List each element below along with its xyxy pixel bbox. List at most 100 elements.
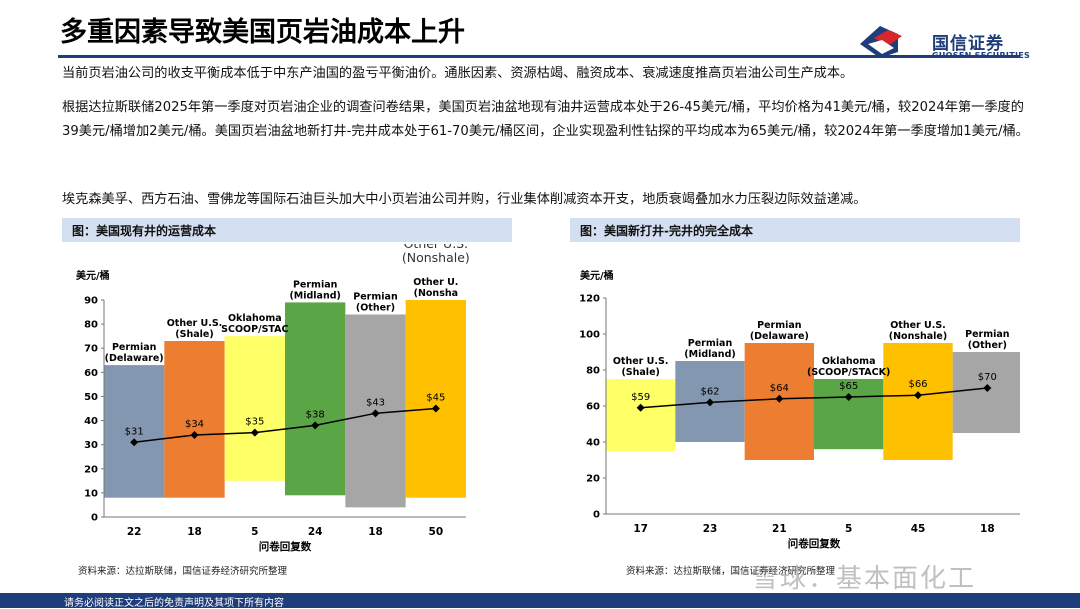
average-point	[311, 421, 320, 430]
category-label-line: (Nonshale)	[889, 331, 947, 342]
data-label: $59	[631, 392, 650, 403]
y-tick-label: 60	[84, 368, 98, 379]
y-tick-label: 10	[84, 488, 98, 499]
x-axis-label: 问卷回复数	[259, 540, 312, 553]
average-point	[914, 391, 922, 400]
title-divider	[58, 55, 1020, 58]
category-label: Permian (Delaware)	[750, 320, 809, 342]
x-tick-label: 18	[368, 526, 383, 538]
category-label-line: (Delaware)	[750, 331, 809, 342]
source-note: 资料来源：达拉斯联储，国信证券经济研究所整理	[78, 566, 288, 577]
paragraph-3: 埃克森美孚、西方石油、雪佛龙等国际石油巨头加大中小页岩油公司并购，行业集体削减资…	[62, 192, 867, 207]
category-label: Other U.S. (Shale)	[613, 356, 669, 378]
data-label: $65	[839, 381, 858, 392]
y-tick-label: 20	[84, 464, 98, 475]
category-label-line: Permian	[353, 291, 398, 302]
category-label-line: SCOOP/STAC	[221, 324, 288, 335]
x-tick-label: 21	[772, 523, 787, 535]
category-label-line: Oklahoma	[228, 313, 282, 324]
average-point	[190, 431, 199, 440]
y-axis-label: 美元/桶	[580, 269, 614, 282]
category-label-line: Permian	[688, 338, 733, 349]
category-label-line: (Delaware)	[105, 353, 164, 364]
category-label: Permian (Midland)	[684, 338, 735, 360]
x-axis-label: 问卷回复数	[788, 537, 841, 550]
data-label: $70	[978, 372, 997, 383]
y-tick-label: 0	[593, 510, 600, 521]
average-point	[844, 393, 853, 401]
data-label: $34	[185, 419, 204, 430]
category-label: Oklahoma (SCOOP/STACK)	[807, 356, 890, 378]
category-label-line: Other U.S.	[890, 320, 946, 331]
average-cost-line	[134, 407, 436, 444]
category-label-line: Other U.S.	[613, 356, 669, 367]
chart-existing-wells: 图：美国现有井的运营成本 美元/桶 0 10 20 30 40 50 60 70 80 90 Perm…	[62, 218, 512, 586]
category-label: Permian (Other)	[965, 329, 1010, 351]
y-tick-label: 40	[84, 416, 98, 427]
logo-emblem-highlight-icon	[868, 40, 894, 54]
average-point	[775, 394, 784, 403]
category-label-line: (Midland)	[684, 349, 735, 360]
average-point	[130, 438, 139, 447]
y-tick-label: 20	[586, 474, 600, 485]
y-tick-label: 120	[579, 294, 600, 305]
category-label: Other U.S. (Shale)	[167, 318, 223, 340]
range-bar	[952, 352, 1020, 433]
y-tick-label: 60	[586, 402, 600, 413]
logo	[860, 26, 902, 58]
category-label-line: Permian	[965, 329, 1010, 340]
overlay-category-label: Other U.S.(Nonshale)	[402, 244, 470, 265]
data-label: $64	[770, 383, 789, 394]
chart-new-wells: 图：美国新打井-完井的完全成本 美元/桶 0 20 40 60 80 100 120 Other…	[570, 218, 1020, 586]
x-tick-label: 24	[308, 526, 323, 538]
category-label-line: Permian	[112, 342, 157, 353]
source-note: 资料来源：达拉斯联储，国信证券经济研究所整理	[626, 566, 836, 577]
x-tick-label: 18	[187, 526, 202, 538]
x-tick-label: 23	[703, 523, 718, 535]
average-point	[983, 384, 992, 392]
category-label: Oklahoma SCOOP/STAC	[221, 313, 288, 335]
footer-bar: 请务必阅读正文之后的免责声明及其项下所有内容	[0, 593, 1080, 609]
footer-disclaimer: 请务必阅读正文之后的免责声明及其项下所有内容	[64, 598, 284, 609]
category-label-line: (Shale)	[621, 367, 659, 378]
logo-text: 国信证券	[932, 34, 1004, 54]
data-label: $62	[700, 386, 719, 397]
category-label: Permian (Other)	[353, 291, 398, 313]
average-point	[371, 409, 380, 418]
paragraph-1: 当前页岩油公司的收支平衡成本低于中东产油国的盈亏平衡油价。通胀因素、资源枯竭、融…	[62, 66, 854, 81]
category-label: Permian (Midland)	[289, 279, 340, 301]
category-label: Other U. (Nonsha	[413, 277, 458, 299]
data-label: $66	[908, 379, 927, 390]
x-tick-label: 5	[251, 526, 258, 538]
category-label-line: (Midland)	[289, 290, 340, 301]
category-label-line: Other U.S.	[167, 318, 223, 329]
data-label: $35	[245, 417, 264, 428]
page-title: 多重因素导致美国页岩油成本上升	[60, 17, 465, 48]
x-tick-label: 50	[429, 526, 444, 538]
range-bar	[606, 379, 676, 451]
range-bar	[405, 300, 466, 498]
data-label: $31	[125, 426, 144, 437]
x-tick-label: 17	[633, 523, 648, 535]
watermark: 雪球：基本面化工	[752, 564, 977, 594]
x-tick-label: 5	[845, 523, 852, 535]
overlay-category-label-line: Other U.S.	[404, 244, 469, 251]
average-point	[250, 428, 259, 437]
range-bar	[814, 379, 884, 450]
range-bar	[104, 365, 165, 498]
y-tick-label: 90	[84, 296, 98, 307]
category-label-line: Other U.	[413, 277, 458, 288]
y-tick-label: 40	[586, 438, 600, 449]
y-axis-label: 美元/桶	[76, 269, 110, 282]
logo-subtitle: GUOSEN SECURITIES	[932, 51, 1031, 60]
data-label: $38	[306, 409, 325, 420]
range-bar	[224, 336, 285, 481]
average-point	[431, 404, 440, 413]
category-label: Other U.S. (Nonshale)	[889, 320, 947, 342]
y-tick-label: 50	[84, 392, 98, 403]
data-label: $43	[366, 397, 385, 408]
chart-title: 图：美国现有井的运营成本	[72, 224, 217, 238]
y-tick-label: 30	[84, 440, 98, 451]
